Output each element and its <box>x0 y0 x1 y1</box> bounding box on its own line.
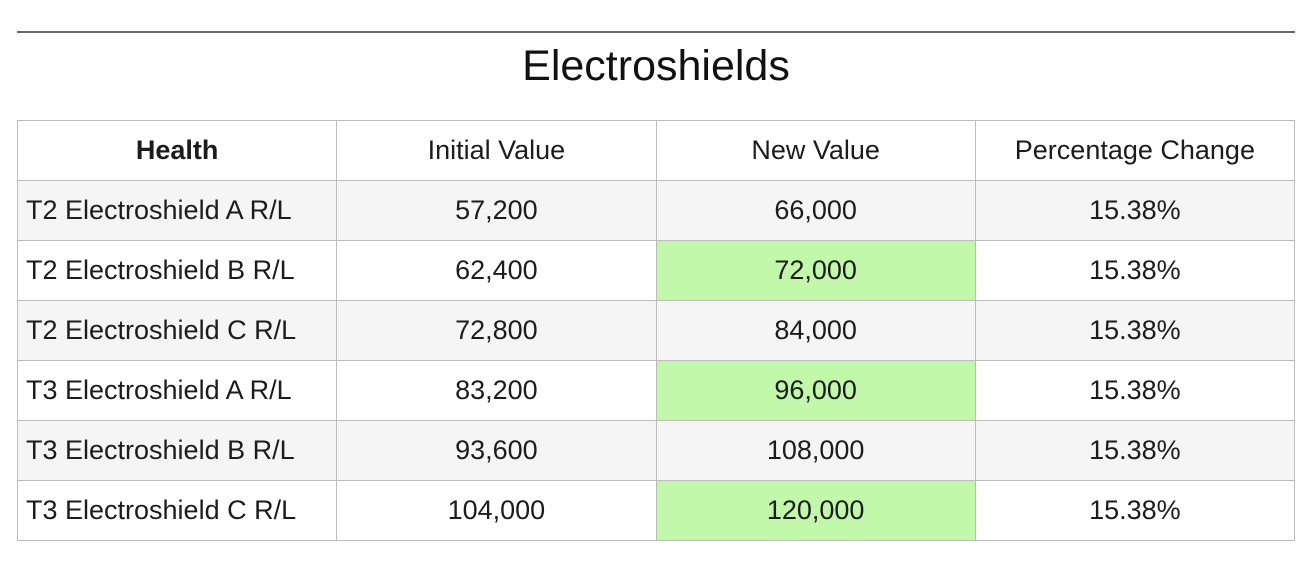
cell-percentage-change: 15.38% <box>974 300 1296 362</box>
cell-initial-value: 104,000 <box>336 480 657 542</box>
table-row: T3 Electroshield A R/L 83,200 96,000 15.… <box>16 360 1296 422</box>
cell-new-value: 84,000 <box>655 300 976 362</box>
cell-health: T3 Electroshield B R/L <box>16 420 338 482</box>
cell-health: T2 Electroshield B R/L <box>16 240 338 302</box>
cell-health: T3 Electroshield A R/L <box>16 360 338 422</box>
table-row: T3 Electroshield C R/L 104,000 120,000 1… <box>16 480 1296 542</box>
cell-initial-value: 83,200 <box>336 360 657 422</box>
cell-new-value: 96,000 <box>655 360 976 422</box>
cell-initial-value: 57,200 <box>336 180 657 242</box>
cell-percentage-change: 15.38% <box>974 360 1296 422</box>
page-title: Electroshields <box>522 42 790 90</box>
cell-new-value: 66,000 <box>655 180 976 242</box>
cell-percentage-change: 15.38% <box>974 420 1296 482</box>
cell-percentage-change: 15.38% <box>974 180 1296 242</box>
table-row: T2 Electroshield B R/L 62,400 72,000 15.… <box>16 240 1296 302</box>
cell-percentage-change: 15.38% <box>974 240 1296 302</box>
column-header-health: Health <box>16 120 338 182</box>
cell-initial-value: 72,800 <box>336 300 657 362</box>
cell-initial-value: 93,600 <box>336 420 657 482</box>
table-row: T3 Electroshield B R/L 93,600 108,000 15… <box>16 420 1296 482</box>
table-row: T2 Electroshield A R/L 57,200 66,000 15.… <box>16 180 1296 242</box>
cell-health: T2 Electroshield A R/L <box>16 180 338 242</box>
cell-new-value: 72,000 <box>655 240 976 302</box>
column-header-new-value: New Value <box>655 120 976 182</box>
header-row: Health Initial Value New Value Percentag… <box>16 120 1296 182</box>
table-row: T2 Electroshield C R/L 72,800 84,000 15.… <box>16 300 1296 362</box>
cell-health: T2 Electroshield C R/L <box>16 300 338 362</box>
cell-initial-value: 62,400 <box>336 240 657 302</box>
electroshields-table: Health Initial Value New Value Percentag… <box>16 120 1296 542</box>
cell-new-value: 120,000 <box>655 480 976 542</box>
cell-new-value: 108,000 <box>655 420 976 482</box>
top-divider-rule <box>17 31 1295 33</box>
column-header-initial-value: Initial Value <box>336 120 657 182</box>
column-header-percentage-change: Percentage Change <box>974 120 1296 182</box>
cell-percentage-change: 15.38% <box>974 480 1296 542</box>
cell-health: T3 Electroshield C R/L <box>16 480 338 542</box>
